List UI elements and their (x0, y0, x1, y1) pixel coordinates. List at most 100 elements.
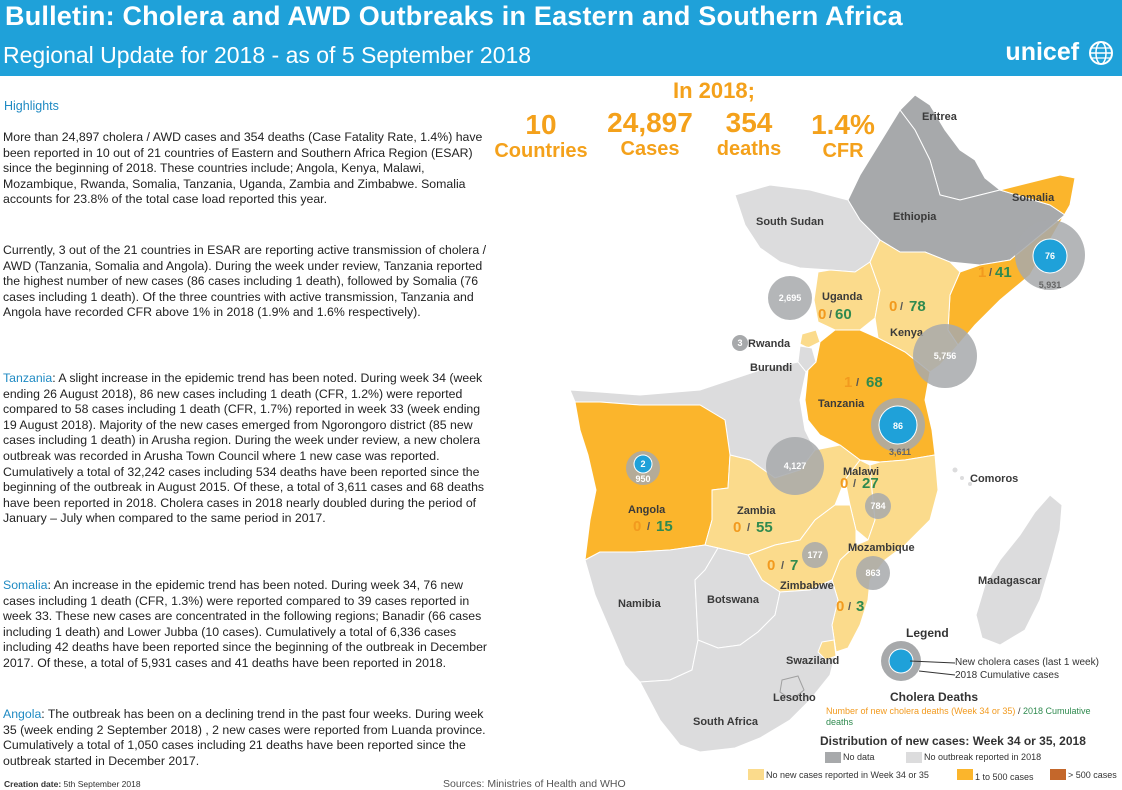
legend-new-cases: New cholera cases (last 1 week) (955, 657, 1099, 668)
summary-heading: In 2018; (673, 78, 755, 103)
label-burundi: Burundi (750, 362, 792, 374)
svg-text:/: / (647, 521, 650, 533)
malawi-cumulative-bubble (865, 493, 891, 519)
svg-text:1: 1 (978, 264, 986, 281)
angola-new-bubble (633, 454, 653, 474)
rwanda-shape (799, 329, 821, 349)
label-botswana: Botswana (707, 594, 760, 606)
legend-deaths-description: Number of new cholera deaths (Week 34 or… (826, 706, 1091, 727)
malawi-cumulative-value: 784 (870, 501, 885, 511)
label-angola: Angola (628, 504, 666, 516)
mozambique-shape (831, 454, 939, 653)
comoros-island (968, 482, 972, 486)
svg-text:0: 0 (840, 475, 848, 492)
svg-text:/: / (781, 560, 784, 572)
angola-paragraph: Angola: The outbreak has been on a decli… (3, 707, 491, 769)
svg-text:/: / (853, 478, 856, 490)
stat-countries: 10 Countries (494, 109, 588, 163)
kenya-cumulative-value: 5,756 (934, 351, 957, 361)
legend-over-500: > 500 cases (1068, 770, 1117, 780)
svg-text:/: / (829, 309, 832, 321)
unicef-logo-text: unicef (1005, 38, 1080, 66)
label-eritrea: Eritrea (922, 111, 958, 123)
legend-no-data: No data (843, 752, 875, 762)
swaziland-shape (817, 639, 837, 661)
label-somalia: Somalia (1012, 192, 1055, 204)
mozambique-cumulative-bubble (856, 556, 890, 590)
svg-text:41: 41 (995, 264, 1012, 281)
tanzania-cumulative-value: 3,611 (889, 447, 911, 457)
uganda-deaths: 0 / 60 (818, 306, 852, 323)
sources-note: Sources: Ministries of Health and WHO (443, 778, 626, 790)
label-kenya: Kenya (890, 327, 924, 339)
svg-text:/: / (856, 377, 859, 389)
label-madagascar: Madagascar (978, 575, 1042, 587)
svg-text:/: / (747, 522, 750, 534)
zambia-deaths: 0 / 55 (733, 519, 773, 536)
label-comoros: Comoros (970, 473, 1018, 485)
legend-new-bubble (888, 648, 914, 674)
label-tanzania: Tanzania (818, 398, 865, 410)
legend-title: Legend (906, 626, 949, 640)
highlights-paragraph-1: More than 24,897 cholera / AWD cases and… (3, 130, 483, 207)
svg-text:15: 15 (656, 518, 673, 535)
somalia-cumulative-value: 5,931 (1039, 280, 1062, 290)
svg-text:0: 0 (733, 519, 741, 536)
label-zimbabwe: Zimbabwe (780, 580, 834, 592)
angola-cumulative-value: 950 (635, 474, 650, 484)
somalia-deaths: 1 / 41 (978, 264, 1012, 281)
highlights-heading: Highlights (4, 99, 59, 113)
label-zambia: Zambia (737, 505, 776, 517)
legend-no-outbreak: No outbreak reported in 2018 (924, 752, 1042, 762)
svg-text:55: 55 (756, 519, 773, 536)
label-namibia: Namibia (618, 598, 662, 610)
svg-text:0: 0 (767, 557, 775, 574)
zambia-cumulative-value: 4,127 (784, 461, 807, 471)
bulletin-subtitle: Regional Update for 2018 - as of 5 Septe… (3, 42, 532, 68)
uganda-cumulative-bubble (768, 276, 812, 320)
svg-text:0: 0 (818, 306, 826, 323)
creation-date: Creation date: 5th September 2018 (4, 779, 141, 789)
stat-cfr: 1.4% CFR (811, 109, 875, 163)
mozambique-cumulative-value: 863 (865, 568, 880, 578)
legend-no-new: No new cases reported in Week 34 or 35 (766, 770, 929, 780)
rwanda-cumulative-bubble (732, 335, 748, 351)
svg-text:/: / (900, 301, 903, 313)
angola-body: : The outbreak has been on a declining t… (3, 707, 486, 768)
legend-deaths-title: Cholera Deaths (890, 690, 979, 704)
tanzania-heading: Tanzania (3, 371, 53, 385)
swatch-no-outbreak (906, 752, 922, 763)
legend-new-leader (909, 660, 956, 664)
globe-icon (1089, 41, 1113, 65)
angola-deaths: 0 / 15 (633, 518, 673, 535)
swatch-no-new (748, 769, 764, 780)
swatch-over-500 (1050, 769, 1066, 780)
highlights-paragraph-2: Currently, 3 out of the 21 countries in … (3, 243, 487, 320)
swatch-1-500 (957, 769, 973, 780)
label-rwanda: Rwanda (748, 338, 791, 350)
somalia-body: : An increase in the epidemic trend has … (3, 578, 488, 670)
bulletin-title: Bulletin: Cholera and AWD Outbreaks in E… (5, 1, 903, 31)
madagascar-shape (975, 494, 1063, 646)
tanzania-new-bubble (878, 405, 918, 445)
svg-text:7: 7 (790, 557, 798, 574)
legend-cumulative-leader (918, 670, 956, 676)
legend-cumulative: 2018 Cumulative cases (955, 670, 1059, 681)
label-swaziland: Swaziland (786, 655, 839, 667)
label-uganda: Uganda (822, 291, 863, 303)
zimbabwe-cumulative-bubble (802, 542, 828, 568)
somalia-new-value: 76 (1045, 251, 1055, 261)
tanzania-new-value: 86 (893, 421, 903, 431)
svg-text:/: / (989, 267, 992, 279)
svg-text:3: 3 (856, 598, 864, 615)
somalia-heading: Somalia (3, 578, 48, 592)
angola-heading: Angola (3, 707, 42, 721)
svg-text:0: 0 (836, 598, 844, 615)
svg-text:1: 1 (844, 374, 852, 391)
somalia-paragraph: Somalia: An increase in the epidemic tre… (3, 578, 491, 672)
mozambique-deaths: 0 / 3 (836, 598, 864, 615)
unicef-logo: unicef (1005, 38, 1114, 67)
svg-text:27: 27 (862, 475, 879, 492)
tanzania-paragraph: Tanzania: A slight increase in the epide… (3, 371, 491, 527)
legend-distribution-title: Distribution of new cases: Week 34 or 35… (820, 734, 1086, 748)
